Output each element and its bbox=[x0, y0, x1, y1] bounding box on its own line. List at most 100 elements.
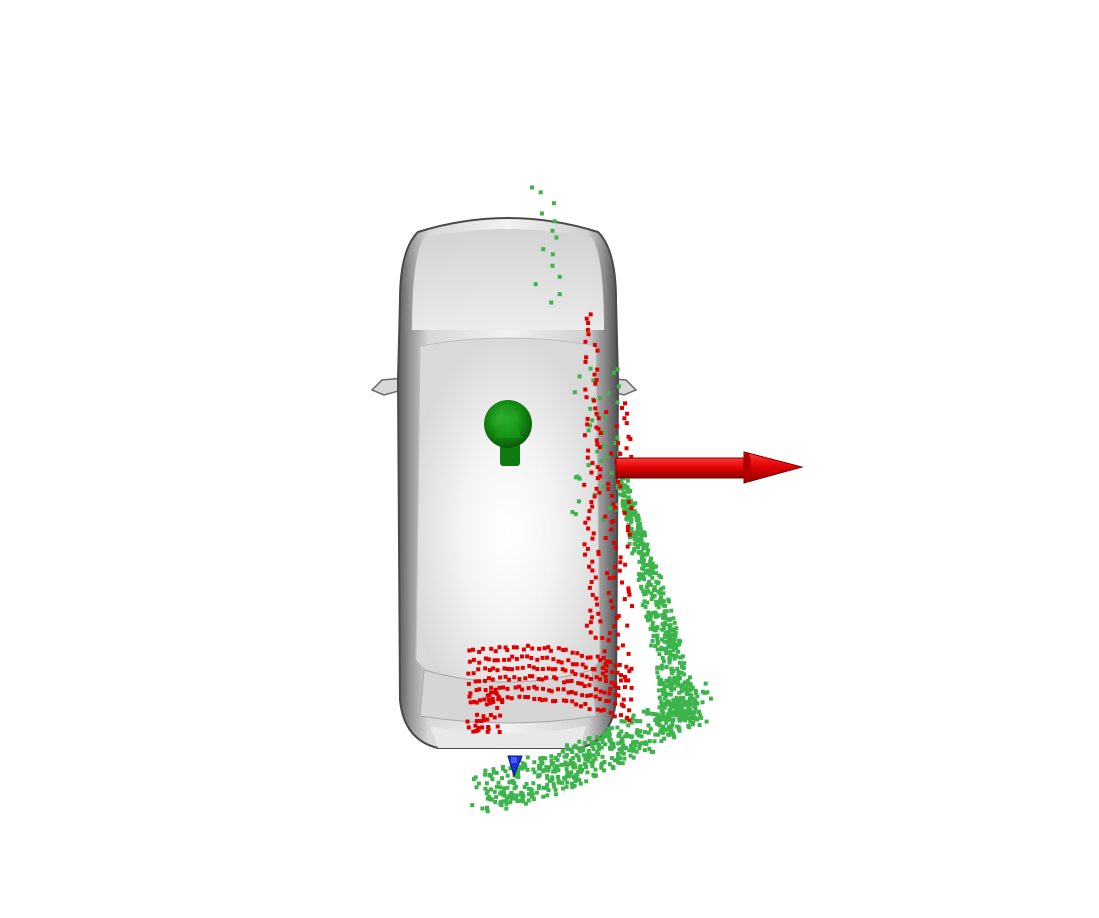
green-point bbox=[683, 686, 688, 691]
red-point bbox=[595, 602, 600, 607]
red-point bbox=[498, 713, 503, 718]
red-point bbox=[551, 667, 555, 672]
green-point bbox=[550, 228, 555, 233]
red-point bbox=[471, 671, 476, 676]
green-point bbox=[657, 573, 662, 578]
green-point bbox=[693, 707, 698, 712]
green-point bbox=[659, 700, 664, 704]
green-point bbox=[695, 694, 700, 699]
green-point bbox=[651, 627, 656, 632]
green-point bbox=[549, 754, 554, 759]
green-point bbox=[678, 696, 683, 701]
red-point bbox=[584, 623, 589, 628]
green-point bbox=[629, 735, 634, 740]
red-point bbox=[520, 654, 524, 659]
green-point bbox=[650, 638, 655, 643]
green-point bbox=[636, 519, 641, 524]
green-point bbox=[626, 734, 631, 738]
green-point bbox=[686, 687, 691, 692]
green-point bbox=[657, 718, 662, 723]
red-point bbox=[593, 406, 598, 411]
red-point bbox=[619, 678, 623, 683]
red-point bbox=[526, 695, 530, 700]
green-point bbox=[672, 681, 676, 686]
red-point bbox=[585, 455, 590, 460]
green-point bbox=[540, 760, 545, 765]
green-point bbox=[537, 766, 542, 771]
red-point bbox=[625, 411, 629, 416]
red-point bbox=[597, 697, 602, 702]
red-point bbox=[515, 666, 520, 671]
green-point bbox=[682, 711, 687, 716]
red-point bbox=[582, 482, 587, 487]
green-point bbox=[615, 400, 620, 405]
green-point bbox=[613, 441, 618, 446]
red-point bbox=[551, 657, 556, 662]
green-point bbox=[661, 585, 666, 590]
green-point bbox=[677, 700, 681, 705]
red-point bbox=[606, 590, 611, 595]
green-point bbox=[667, 623, 672, 628]
red-point bbox=[495, 705, 500, 710]
red-point bbox=[570, 650, 575, 655]
red-point bbox=[590, 504, 595, 509]
green-point bbox=[541, 785, 546, 790]
red-point bbox=[517, 677, 522, 682]
green-point bbox=[553, 787, 558, 792]
red-point bbox=[604, 410, 609, 415]
red-point bbox=[598, 658, 603, 663]
green-point bbox=[600, 754, 605, 759]
green-point bbox=[530, 792, 535, 797]
red-point bbox=[598, 689, 603, 694]
red-point bbox=[626, 586, 631, 591]
green-point bbox=[655, 712, 660, 717]
red-point bbox=[493, 649, 498, 654]
red-point bbox=[497, 730, 502, 734]
red-point bbox=[600, 671, 605, 676]
red-point bbox=[500, 698, 504, 703]
red-point bbox=[598, 677, 603, 682]
red-point bbox=[596, 552, 601, 556]
red-point bbox=[602, 690, 607, 695]
red-point bbox=[604, 679, 608, 683]
red-point bbox=[494, 691, 499, 696]
red-point bbox=[468, 700, 473, 705]
red-point bbox=[492, 715, 497, 720]
red-point bbox=[532, 685, 537, 689]
green-point bbox=[639, 586, 644, 591]
green-point bbox=[642, 730, 647, 734]
green-point bbox=[691, 722, 695, 727]
red-point bbox=[505, 686, 510, 691]
red-point bbox=[506, 667, 510, 671]
red-point-cloud bbox=[465, 312, 634, 734]
green-point bbox=[653, 718, 658, 723]
green-point bbox=[639, 734, 644, 739]
red-point bbox=[611, 502, 616, 507]
red-point bbox=[627, 669, 632, 674]
red-point bbox=[597, 490, 602, 495]
red-point bbox=[586, 526, 591, 531]
green-point bbox=[529, 788, 534, 793]
green-point bbox=[647, 579, 652, 584]
red-point bbox=[597, 445, 602, 450]
green-point bbox=[664, 609, 669, 614]
red-point bbox=[549, 689, 554, 694]
green-point bbox=[648, 626, 653, 631]
green-point bbox=[659, 678, 664, 683]
green-point bbox=[577, 758, 582, 763]
green-point bbox=[551, 782, 556, 786]
green-point bbox=[570, 781, 574, 786]
green-point bbox=[648, 561, 653, 566]
green-point bbox=[611, 741, 616, 746]
green-point bbox=[635, 513, 640, 518]
green-point bbox=[590, 760, 595, 765]
green-point bbox=[525, 755, 530, 760]
green-point bbox=[693, 703, 698, 708]
green-point bbox=[675, 666, 680, 671]
green-point bbox=[618, 756, 622, 760]
green-point bbox=[641, 546, 646, 551]
green-point bbox=[571, 775, 576, 780]
green-point bbox=[608, 506, 613, 511]
red-point bbox=[503, 645, 508, 650]
green-point bbox=[667, 709, 672, 714]
